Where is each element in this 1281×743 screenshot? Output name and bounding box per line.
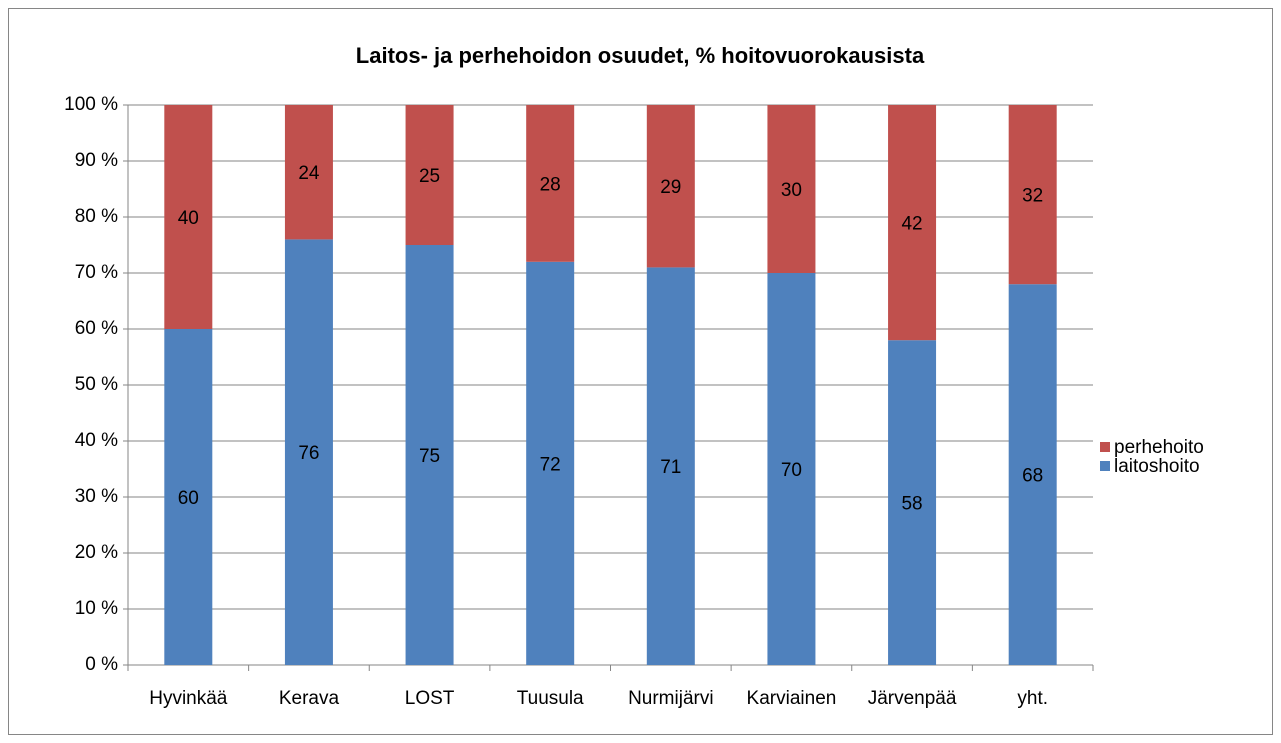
data-label: 76 (298, 443, 319, 464)
y-tick-label: 100 % (64, 94, 118, 115)
bar-segment (284, 239, 333, 665)
bar-segment (526, 261, 575, 665)
chart-border (8, 8, 1273, 735)
bar-segment (164, 329, 213, 665)
y-tick-label: 60 % (75, 318, 118, 339)
x-tick-label: Hyvinkää (149, 688, 228, 709)
data-label: 25 (419, 166, 440, 187)
bar-segment (767, 273, 816, 665)
bar-segment (888, 105, 937, 341)
y-tick-label: 50 % (75, 374, 118, 395)
data-label: 60 (178, 488, 199, 509)
x-tick-label: Kerava (279, 688, 340, 709)
bar-segment (646, 105, 695, 268)
chart-title: Laitos- ja perhehoidon osuudet, % hoitov… (356, 43, 925, 68)
bar-segment (405, 245, 454, 665)
data-label: 68 (1022, 466, 1043, 487)
data-label: 71 (660, 457, 681, 478)
data-label: 42 (901, 214, 922, 235)
data-label: 70 (781, 460, 802, 481)
data-label: 30 (781, 180, 802, 201)
x-tick-label: LOST (405, 688, 455, 709)
x-tick-label: yht. (1017, 688, 1048, 709)
bar-segment (284, 105, 333, 240)
y-tick-label: 90 % (75, 150, 118, 171)
x-tick-label: Nurmijärvi (628, 688, 714, 709)
data-label: 29 (660, 177, 681, 198)
y-tick-label: 30 % (75, 486, 118, 507)
y-tick-label: 20 % (75, 542, 118, 563)
y-tick-label: 10 % (75, 598, 118, 619)
legend-swatch (1100, 442, 1110, 452)
y-tick-label: 70 % (75, 262, 118, 283)
data-label: 40 (178, 208, 199, 229)
bar-segment (405, 105, 454, 245)
legend-label: laitoshoito (1114, 456, 1200, 477)
y-tick-label: 40 % (75, 430, 118, 451)
bar-segment (1008, 105, 1057, 285)
bar-segment (1008, 284, 1057, 665)
data-label: 28 (540, 174, 561, 195)
data-label: 72 (540, 454, 561, 475)
x-tick-label: Karviainen (747, 688, 837, 709)
legend-label: perhehoito (1114, 437, 1204, 458)
data-label: 32 (1022, 186, 1043, 207)
bar-segment (767, 105, 816, 273)
data-label: 58 (901, 494, 922, 515)
bar-segment (646, 267, 695, 665)
legend-swatch (1100, 461, 1110, 471)
x-tick-label: Tuusula (517, 688, 584, 709)
data-label: 75 (419, 446, 440, 467)
bar-segment (888, 340, 937, 665)
x-tick-label: Järvenpää (868, 688, 957, 709)
y-tick-label: 0 % (85, 654, 118, 675)
data-label: 24 (298, 163, 320, 184)
bar-segment (164, 105, 213, 329)
y-tick-label: 80 % (75, 206, 118, 227)
bar-segment (526, 105, 575, 262)
